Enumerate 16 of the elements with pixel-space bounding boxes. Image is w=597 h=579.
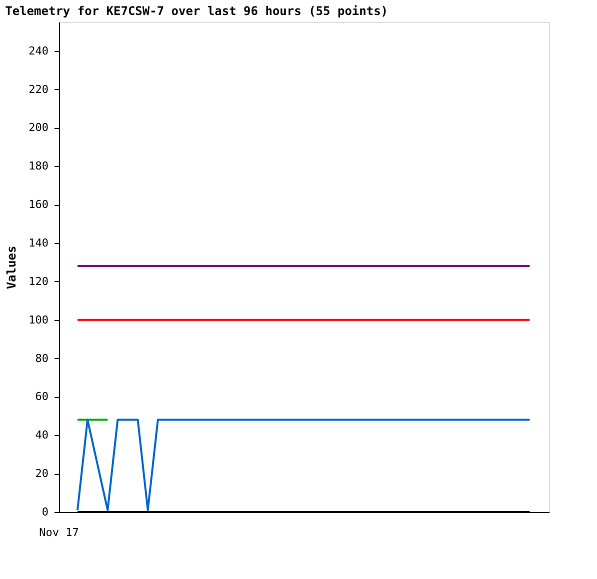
- text: Nov 17: [39, 526, 79, 539]
- y-tick-label: 200: [28, 121, 48, 134]
- y-tick-label: 160: [28, 198, 48, 212]
- y-tick-label: 140: [28, 236, 48, 250]
- chart-title: Telemetry for KE7CSW-7 over last 96 hours (55 points): [5, 4, 388, 18]
- y-tick-label: 220: [28, 82, 48, 96]
- y-tick-label: 100: [28, 313, 48, 326]
- y-tick-label: 20: [35, 467, 48, 480]
- y-axis-title: Values: [4, 246, 19, 290]
- y-tick-label: 240: [28, 44, 48, 58]
- y-tick-label: 0: [42, 506, 48, 518]
- y-tick-label: 60: [35, 390, 48, 404]
- y-tick-label: 120: [28, 274, 48, 288]
- y-tick-label: 180: [28, 160, 48, 173]
- y-tick-label: 80: [35, 352, 48, 365]
- y-tick-label: 40: [35, 428, 48, 442]
